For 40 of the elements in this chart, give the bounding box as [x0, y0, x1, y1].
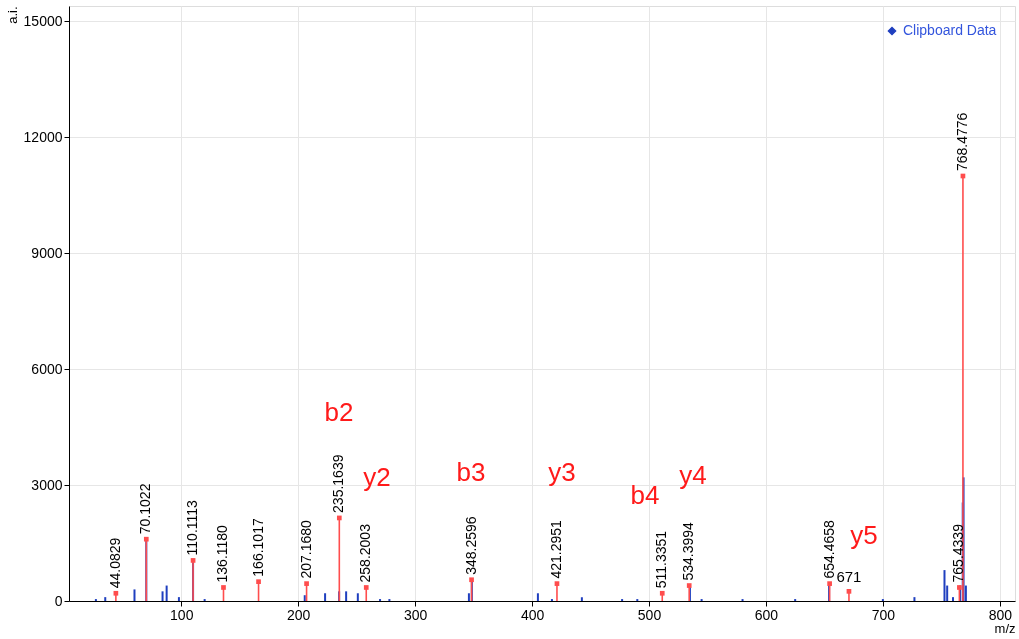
annotation: b4: [630, 480, 660, 510]
annotation: 136.1180: [214, 524, 231, 583]
y-tick-label: 9000: [31, 244, 63, 261]
annotation: 207.1680: [297, 520, 314, 579]
annotation: 511.3351: [653, 530, 670, 589]
y-tick-label: 0: [54, 592, 63, 609]
annotation: 671: [836, 568, 862, 586]
annotation: 70.1022: [137, 483, 154, 535]
legend-label: Clipboard Data: [903, 22, 997, 38]
annotation: 768.4776: [953, 112, 970, 171]
x-tick-label: 200: [287, 606, 311, 623]
x-axis-title: m/z: [994, 620, 1016, 636]
annotation: b2: [324, 397, 354, 427]
annotation: y2: [363, 462, 391, 492]
y-tick-label: 15000: [23, 12, 63, 29]
annotation: 654.4658: [820, 520, 837, 579]
annotation: y4: [679, 460, 707, 490]
annotation: y5: [850, 520, 878, 550]
y-tick-label: 12000: [23, 128, 63, 145]
x-tick-label: 500: [637, 606, 662, 623]
x-tick-label: 600: [754, 606, 779, 623]
x-tick-label: 100: [170, 606, 194, 623]
x-tick-label: 300: [403, 606, 428, 623]
annotation: 110.1113: [184, 499, 201, 556]
annotation: 421.2951: [547, 520, 564, 579]
annotation: 44.0829: [106, 537, 123, 589]
x-tick-label: 400: [520, 606, 545, 623]
x-tick-label: 700: [871, 606, 896, 623]
annotation: y3: [548, 457, 576, 487]
y-tick-label: 3000: [31, 476, 63, 493]
annotation: 235.1639: [330, 454, 347, 513]
annotation: 258.2003: [357, 523, 374, 583]
annotation: 765.4339: [950, 523, 967, 583]
x-tick-label: 800: [988, 606, 1013, 623]
annotation: 166.1017: [249, 518, 266, 577]
annotation: 348.2596: [462, 516, 479, 575]
y-axis-title: a.i.: [4, 6, 20, 24]
annotation: b3: [456, 457, 486, 487]
annotation: 534.3994: [680, 521, 697, 581]
y-tick-label: 6000: [31, 360, 63, 377]
